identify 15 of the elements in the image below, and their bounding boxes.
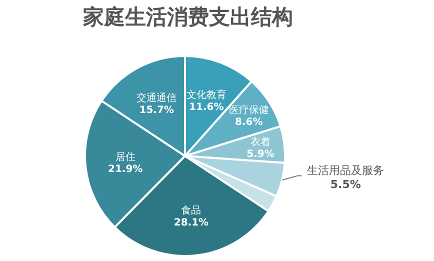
slice-label: 文化教育 xyxy=(186,88,226,101)
data-label: 15.7% xyxy=(139,105,174,116)
data-label: 5.9% xyxy=(246,149,274,160)
data-label: 21.9% xyxy=(108,164,143,176)
data-label: 5.5% xyxy=(330,178,361,191)
chart-title: 家庭生活消费支出结构 xyxy=(82,4,293,29)
data-label: 28.1% xyxy=(174,218,209,229)
data-label: 8.6% xyxy=(235,116,263,128)
slice-label: 生活用品及服务 xyxy=(307,164,384,177)
slice-label: 食品 xyxy=(181,204,202,217)
slice-label: 居住 xyxy=(115,152,136,164)
data-label: 11.6% xyxy=(189,102,224,113)
slice-label: 衣着 xyxy=(250,136,270,148)
slice-label: 医疗保健 xyxy=(228,104,269,116)
slice-label: 交通通信 xyxy=(136,92,177,104)
